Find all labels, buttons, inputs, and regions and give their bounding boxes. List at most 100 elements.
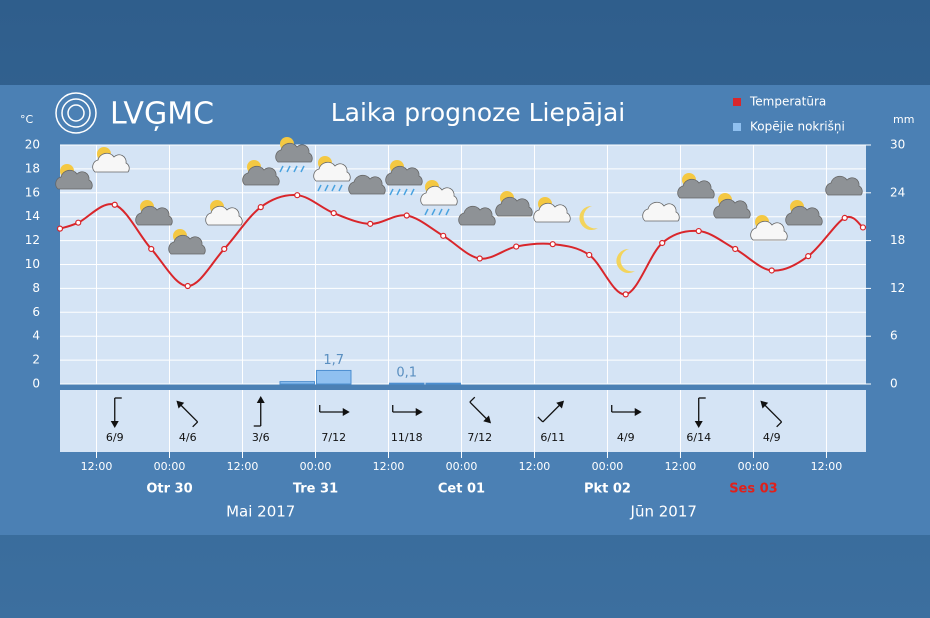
cloud [750,220,788,241]
legend-label: Kopējie nokrišņi [750,120,845,134]
arrow-barb [537,416,544,423]
precip-label: 0,1 [396,366,417,381]
cloud [242,165,280,186]
cloud [458,205,496,226]
wind-arrow [319,405,350,416]
temperature-point [768,267,775,274]
y2-tick-label: 18 [890,233,905,247]
weather-icon [168,229,206,255]
rain [324,184,329,192]
day-label: Pkt 02 [584,482,631,497]
wind-label: 7/12 [321,431,346,444]
temperature-point [221,245,228,253]
day-label: Cet 01 [438,482,485,497]
wind-arrow [694,397,706,428]
cloud [348,174,386,195]
y2-tick-label: 24 [890,185,905,199]
cloud [713,198,751,219]
precip-bar [388,382,425,385]
logo-mark [55,92,97,134]
temperature-point [659,239,666,247]
wind-label: 4/6 [179,431,197,444]
rain [396,188,401,196]
y2-unit: mm [893,113,914,126]
y2-tick-label: 30 [890,138,905,152]
precip-bar [315,369,352,385]
temperature-point [549,241,556,248]
cloud [785,205,823,226]
wind-label: 6/11 [540,431,565,444]
weather-icon [205,200,243,226]
x-tick-label: 00:00 [300,460,332,473]
weather-icon [348,174,386,195]
chart-title: Laika prognoze Liepājai [331,98,626,127]
rain [279,165,284,173]
rain [410,188,415,196]
weather-icon [420,180,458,216]
temperature-point [859,224,867,231]
cloud [642,201,680,222]
wind-label: 7/12 [467,431,492,444]
day-label: Tre 31 [293,482,338,497]
wind-label: 6/14 [686,431,711,444]
weather-icon [533,197,571,223]
y-tick-label: 14 [25,209,40,223]
wind-arrow [760,400,783,428]
x-tick-label: 12:00 [811,460,843,473]
weather-icon [713,193,751,219]
weather-icon [750,215,788,241]
arrow-barb [776,421,783,428]
rain [424,208,429,216]
temperature-point [586,251,593,259]
y-tick-label: 12 [25,233,40,247]
y-tick-label: 20 [25,138,40,152]
legend-swatch [733,98,741,106]
weather-icon [616,248,635,273]
temperature-point [111,201,118,208]
temperature-point [805,253,812,260]
wind-arrow [611,405,642,416]
y2-tick-label: 12 [890,281,905,295]
rain [331,184,336,192]
cloud [420,185,458,206]
x-tick-label: 12:00 [373,460,405,473]
cloud [385,165,423,186]
y-unit: °C [20,113,34,126]
arrow-shaft [762,403,783,423]
arrow-head [256,396,265,403]
cloud [205,205,243,226]
legend-label: Temperatūra [749,95,826,109]
cloud [533,202,571,223]
rain [431,208,436,216]
moon [616,248,635,273]
arrow-head [415,408,423,416]
weather-icon [825,175,863,196]
arrow-head [694,421,703,428]
temperature-point [330,210,337,217]
weather-icon [677,173,715,199]
y2-tick-label: 6 [890,329,898,343]
cloud [495,196,533,217]
weather-icon [275,137,313,173]
wind-label: 4/9 [763,431,781,444]
rain [317,184,322,192]
temperature-point [476,255,483,262]
weather-icon [242,160,280,186]
y-tick-label: 6 [32,305,40,319]
month-label: Mai 2017 [226,503,295,521]
wind-arrow [253,396,265,427]
y-tick-label: 18 [25,161,40,175]
day-label: Ses 03 [729,482,778,497]
arrow-head [176,400,185,409]
cloud [313,161,351,182]
arrow-head [342,408,350,416]
weather-icon [495,191,533,217]
temperature-point [75,219,82,226]
rain [445,208,450,216]
wind-arrow [469,396,492,424]
x-tick-label: 00:00 [446,460,478,473]
arrow-barb [192,421,199,428]
weather-icon [313,156,351,192]
legend-swatch [733,123,741,131]
temperature-point [695,227,702,235]
